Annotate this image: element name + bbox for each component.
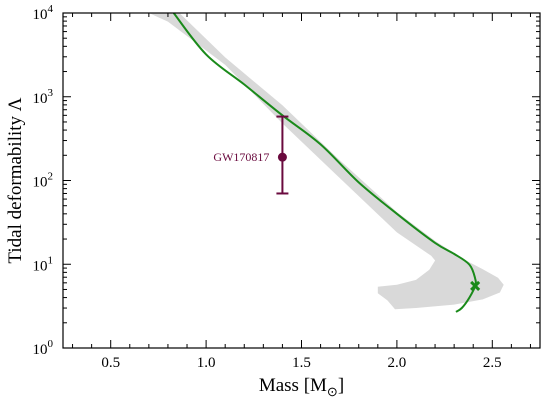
confidence-band	[133, 13, 504, 310]
x-axis-label: Mass [M⊙]	[259, 375, 344, 399]
y-tick-label: 103	[33, 87, 54, 107]
gw-label: GW170817	[213, 150, 269, 164]
x-tick-label: 1.5	[292, 355, 311, 371]
x-tick-label: 2.0	[388, 355, 407, 371]
x-tick-label: 2.5	[483, 355, 502, 371]
eos-curve	[172, 13, 477, 313]
y-tick-label: 101	[33, 254, 54, 274]
x-tick-label: 1.0	[197, 355, 216, 371]
x-tick-label: 0.5	[101, 355, 120, 371]
y-tick-label: 100	[33, 338, 54, 358]
y-tick-label: 104	[33, 3, 54, 23]
plot-area	[133, 13, 504, 313]
gw-point	[277, 152, 287, 162]
max-mass-marker	[470, 280, 481, 292]
y-axis-label: Tidal deformability Λ	[5, 97, 26, 263]
y-tick-label: 102	[33, 171, 54, 191]
